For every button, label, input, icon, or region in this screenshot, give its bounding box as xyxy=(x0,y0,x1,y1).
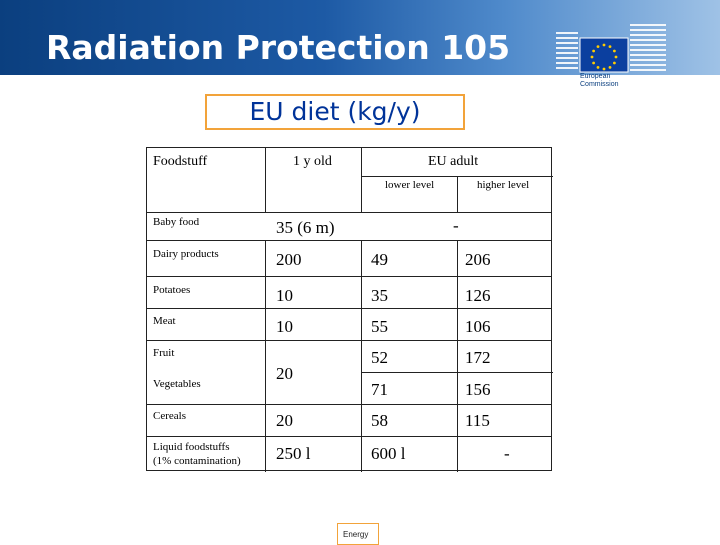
header-higher-level: higher level xyxy=(477,179,530,191)
header-eu-adult: EU adult xyxy=(428,154,479,169)
row-label-baby-food: Baby food xyxy=(153,216,200,228)
table-grid-line xyxy=(457,176,458,212)
header-lower-level: lower level xyxy=(385,179,435,191)
row-label-fruit: Fruit xyxy=(153,347,175,359)
table-grid-line xyxy=(147,436,551,437)
cell-cereals-lower: 58 xyxy=(371,411,388,430)
cell-liquid-infant: 250 l xyxy=(276,444,311,463)
row-label-potatoes: Potatoes xyxy=(153,284,191,296)
cell-baby-food-infant: 35 (6 m) xyxy=(276,218,335,237)
diet-table: Foodstuff 1 y old EU adult lower level h… xyxy=(146,147,553,472)
table-grid-line xyxy=(147,340,551,341)
table-grid-line xyxy=(265,240,266,472)
row-label-dairy: Dairy products xyxy=(153,248,219,260)
table-grid-line xyxy=(265,148,266,212)
cell-potatoes-infant: 10 xyxy=(276,286,293,305)
table-grid-line xyxy=(147,276,551,277)
table-grid-line xyxy=(457,240,458,472)
cell-potatoes-lower: 35 xyxy=(371,286,388,305)
european-commission-logo: European Commission xyxy=(552,10,672,100)
table-grid-line xyxy=(147,212,551,213)
cell-liquid-lower: 600 l xyxy=(371,444,406,463)
cell-liquid-higher: - xyxy=(504,444,510,463)
cell-fruit-higher: 172 xyxy=(465,348,491,367)
cell-baby-food-adult: - xyxy=(453,216,459,235)
cell-dairy-lower: 49 xyxy=(371,250,388,269)
row-label-vegetables: Vegetables xyxy=(153,378,201,390)
cell-meat-infant: 10 xyxy=(276,317,293,336)
row-label-meat: Meat xyxy=(153,315,176,327)
table-grid-line xyxy=(361,240,362,472)
cell-meat-lower: 55 xyxy=(371,317,388,336)
row-label-liquid: Liquid foodstuffs xyxy=(153,441,230,453)
header-one-year: 1 y old xyxy=(293,154,332,169)
table-grid-line xyxy=(147,404,551,405)
logo-text: European Commission xyxy=(580,73,619,88)
table-grid-line xyxy=(147,240,551,241)
cell-dairy-infant: 200 xyxy=(276,250,302,269)
cell-dairy-higher: 206 xyxy=(465,250,491,269)
cell-meat-higher: 106 xyxy=(465,317,491,336)
footer-tag: Energy xyxy=(343,530,369,539)
table-grid-line xyxy=(361,148,362,212)
slide-subtitle: EU diet (kg/y) xyxy=(205,94,465,130)
cell-vegetables-higher: 156 xyxy=(465,380,491,399)
table-grid-line xyxy=(361,372,553,373)
table-grid-line xyxy=(147,308,551,309)
page-title: Radiation Protection 105 xyxy=(46,28,511,67)
row-label-cereals: Cereals xyxy=(153,410,186,422)
header-foodstuff: Foodstuff xyxy=(153,154,208,169)
cell-fruit-lower: 52 xyxy=(371,348,388,367)
cell-cereals-infant: 20 xyxy=(276,411,293,430)
row-label-liquid-note: (1% contamination) xyxy=(153,455,241,467)
cell-cereals-higher: 115 xyxy=(465,411,490,430)
cell-vegetables-lower: 71 xyxy=(371,380,388,399)
cell-potatoes-higher: 126 xyxy=(465,286,491,305)
table-grid-line xyxy=(361,176,553,177)
cell-fruit-vegetables-infant: 20 xyxy=(276,364,293,383)
